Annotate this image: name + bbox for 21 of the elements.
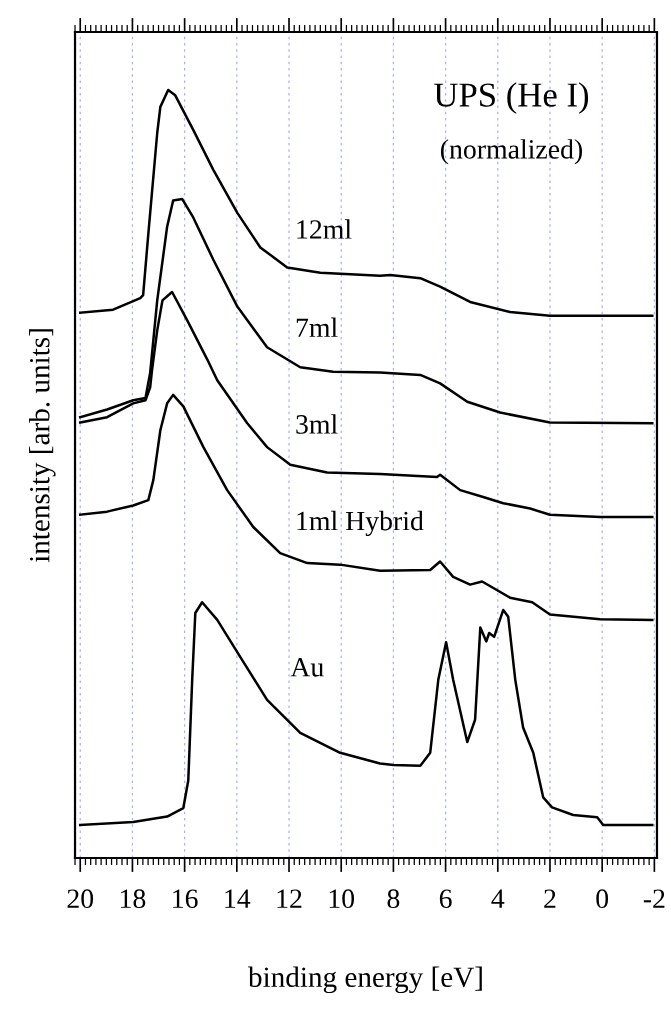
x-tick-label: 0 xyxy=(596,889,609,909)
text: (normalized) xyxy=(440,139,582,165)
x-tick-label: 8 xyxy=(387,889,400,909)
x-tick-label: 12 xyxy=(277,889,302,908)
x-tick-label: 6 xyxy=(439,889,452,909)
x-tick-label: 20 xyxy=(67,889,94,909)
x-tick-label: 10 xyxy=(329,889,355,909)
x-tick-label: 14 xyxy=(225,889,251,908)
x-tick-label: 16 xyxy=(173,889,198,909)
x-tick-label: 4 xyxy=(491,889,505,908)
series-label: 7ml xyxy=(296,317,338,337)
series-label: 1ml Hybrid xyxy=(297,510,424,537)
x-tick-label: -2 xyxy=(643,889,665,908)
series-label: Au xyxy=(290,658,324,677)
series-label: 12ml xyxy=(297,219,352,239)
y-axis-title: intensity [arb. units] xyxy=(29,329,56,563)
x-tick-label: 2 xyxy=(544,889,556,908)
chart-title: UPS (He I) xyxy=(434,82,589,114)
x-axis-title: binding energy [eV] xyxy=(248,966,482,994)
x-tick-label: 18 xyxy=(120,889,146,909)
series-label: 3ml xyxy=(296,414,338,434)
